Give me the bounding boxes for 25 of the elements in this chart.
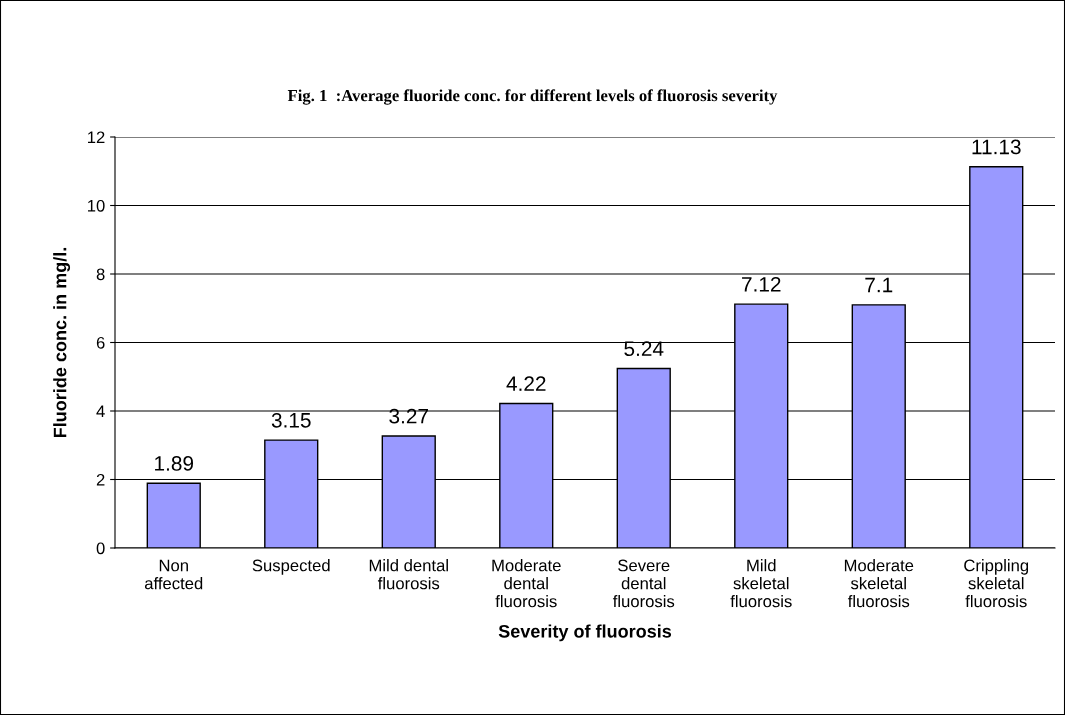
x-tick-label: Severe dental fluorosis <box>612 559 675 608</box>
data-label: 7.1 <box>865 277 893 293</box>
data-label: 11.13 <box>972 139 1021 155</box>
data-label: 1.89 <box>155 456 194 471</box>
y-tick-label: 8 <box>96 268 105 281</box>
x-tick-label: Moderate skeletal fluorosis <box>844 559 914 608</box>
data-label: 4.22 <box>506 376 546 391</box>
data-label: 3.15 <box>271 412 311 428</box>
y-tick-label: 4 <box>96 405 105 418</box>
x-tick-label: Suspected <box>252 559 330 575</box>
chart-title: Fig. 1 :Average fluoride conc. for different levels of fluorosis severity <box>287 89 778 105</box>
y-axis-title: Fluoride conc. in mg/l. <box>53 247 71 438</box>
x-tick-label: Non affected <box>144 559 203 590</box>
data-label: 7.12 <box>742 276 781 292</box>
y-tick-label: 12 <box>88 131 105 144</box>
y-tick-label: 6 <box>96 336 105 349</box>
y-tick-label: 2 <box>96 473 105 486</box>
x-axis-title: Severity of fluorosis <box>498 624 672 642</box>
x-tick-label: Mild dental fluorosis <box>369 559 448 590</box>
y-tick-label: 0 <box>96 542 105 555</box>
y-tick-label: 10 <box>88 199 105 212</box>
x-tick-label: Moderate dental fluorosis <box>492 559 561 608</box>
x-tick-label: Mild skeletal fluorosis <box>730 559 792 608</box>
x-tick-label: Crippling skeletal fluorosis <box>964 559 1029 608</box>
data-label: 3.27 <box>389 408 428 424</box>
